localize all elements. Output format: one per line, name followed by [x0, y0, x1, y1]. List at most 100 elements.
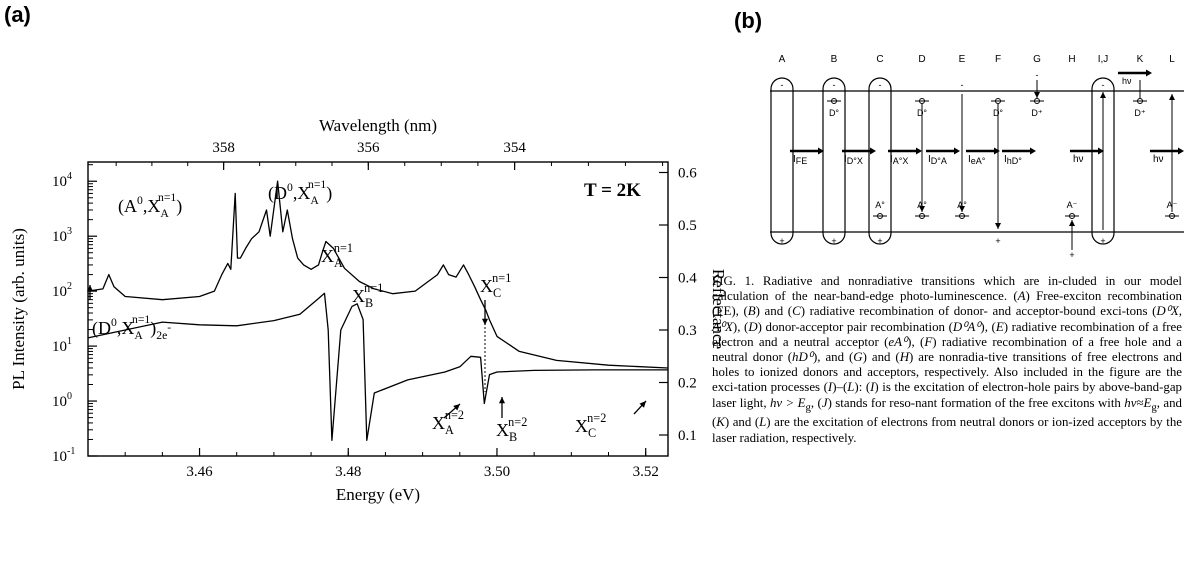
- carrier-plus-h: +: [1069, 250, 1074, 260]
- emission-arrow-hd0-head: [1030, 147, 1036, 155]
- annotation-xc1: XCn=1: [480, 271, 511, 300]
- plus-sign: +: [831, 236, 836, 246]
- label-hv-k: hν: [1122, 76, 1132, 86]
- arrow-xa2-head: [453, 404, 460, 411]
- carrier-minus-e: -: [961, 80, 964, 90]
- diagram-column-label: K: [1137, 54, 1144, 65]
- x2-axis-title: Wavelength (nm): [319, 116, 437, 135]
- x2-tick-label: 354: [503, 140, 526, 156]
- annotation-xb1: XBn=1: [352, 281, 383, 310]
- temperature-label: T = 2K: [584, 180, 641, 201]
- donor-label-f: D°: [993, 108, 1003, 118]
- y-tick-label: 104: [52, 171, 72, 190]
- transition-hd0-arrow-head: [995, 223, 1001, 229]
- donor-label-d: D°: [917, 108, 927, 118]
- y-tick-label: 101: [52, 336, 72, 355]
- acceptor-label-c: A°: [875, 200, 885, 210]
- plot-frame: [87, 161, 669, 457]
- diagram-column-label: G: [1033, 54, 1041, 65]
- reflectance-line: [87, 292, 668, 441]
- excitation-arrow-i-head: [1098, 147, 1104, 155]
- annotation-xb2: XBn=2: [496, 415, 527, 444]
- acceptor-label-d: A°: [917, 200, 927, 210]
- y2-tick-label: 0.5: [678, 218, 697, 234]
- label-id0a: ID°A: [928, 154, 947, 166]
- acceptor-label-h: A⁻: [1067, 200, 1078, 210]
- exciton-pill-a: [770, 77, 794, 245]
- y2-tick-label: 0.6: [678, 166, 697, 182]
- diagram-column-label: A: [779, 54, 786, 65]
- donor-label-b: D°: [829, 108, 839, 118]
- y-tick-label: 103: [52, 226, 72, 245]
- plus-sign: +: [1100, 236, 1105, 246]
- y2-tick-label: 0.1: [678, 428, 697, 444]
- exciton-pill-c: [868, 77, 892, 245]
- donor-label-k: D⁺: [1134, 108, 1145, 118]
- minus-sign: -: [879, 80, 882, 90]
- diagram-column-label: E: [959, 54, 966, 65]
- minus-sign: -: [781, 80, 784, 90]
- diagram-column-label: C: [876, 54, 883, 65]
- label-ihd0: IhD°: [1004, 154, 1022, 166]
- annotation-a0xa: (A0,XAn=1): [118, 191, 182, 220]
- acceptor-level-e: [959, 213, 965, 219]
- acceptor-label-l: A⁻: [1167, 200, 1178, 210]
- y-tick-label: 102: [52, 281, 72, 300]
- excitation-arrow-l-head: [1178, 147, 1184, 155]
- label-ife: IFE: [793, 154, 807, 166]
- y2-axis-title: Reflectance: [709, 269, 728, 349]
- y-axis-title: PL Intensity (arb. units): [9, 228, 28, 390]
- annotation-d0xa-2e: (D0,XAn=1)2e-: [92, 313, 171, 342]
- x2-tick-label: 358: [212, 140, 235, 156]
- acceptor-level-d: [919, 213, 925, 219]
- label-iea0: IeA°: [968, 154, 986, 166]
- label-hv-i: hν: [1073, 154, 1084, 165]
- arrow-xb2-head: [498, 397, 506, 404]
- donor-level-b: [831, 98, 837, 104]
- x-tick-label: 3.46: [186, 464, 213, 480]
- exciton-pill-ij: [1091, 77, 1115, 245]
- emission-arrow-a0x-head: [916, 147, 922, 155]
- label-hv-l: hν: [1153, 154, 1164, 165]
- transition-ea0-arrow-head: [959, 206, 965, 212]
- pl-reflectance-chart: 3.46 3.48 3.50 3.52 10-1 100 101 102 103 104 0.1 0.…: [9, 116, 728, 504]
- transition-ij-arrow-head: [1100, 92, 1106, 98]
- y2-tick-label: 0.4: [678, 271, 697, 287]
- diagram-column-label: F: [995, 54, 1001, 65]
- excitation-arrow-k-head: [1146, 69, 1152, 77]
- acceptor-level-l: [1169, 213, 1175, 219]
- label-ia0x: IA°X: [890, 154, 908, 166]
- carrier-plus-f: +: [995, 236, 1000, 246]
- emission-arrow-d0x-head: [870, 147, 876, 155]
- annotation-xc2: XCn=2: [575, 411, 606, 440]
- annotation-d0xa: (D0,XAn=1): [268, 178, 332, 207]
- label-id0x: ID°X: [844, 154, 863, 166]
- minus-sign: -: [833, 80, 836, 90]
- panel-label-b: (b): [734, 8, 763, 33]
- figure-caption: FIG. 1. Radiative and nonradiative trans…: [712, 274, 1183, 445]
- acceptor-level-c: [877, 213, 883, 219]
- emission-arrow-d0a-head: [954, 147, 960, 155]
- diagram-column-label: L: [1169, 54, 1175, 65]
- y-tick-label: 100: [52, 391, 72, 410]
- annotation-xa1: XAn=1: [321, 241, 353, 270]
- carrier-minus-g: -: [1036, 70, 1039, 80]
- plus-sign: +: [877, 236, 882, 246]
- donor-level-k: [1137, 98, 1143, 104]
- transition-g-arrow-head: [1034, 92, 1040, 98]
- donor-level-g: [1034, 98, 1040, 104]
- exciton-pill-b: [822, 77, 846, 245]
- transition-h-arrow-head: [1069, 220, 1075, 226]
- y-tick-label: 10-1: [52, 446, 75, 465]
- diagram-column-label: I,J: [1098, 54, 1109, 65]
- panel-label-a: (a): [4, 2, 31, 27]
- donor-level-f: [995, 98, 1001, 104]
- pl-spectrum-line: [87, 180, 669, 369]
- plus-sign: +: [779, 236, 784, 246]
- arrow-xc1-head: [481, 318, 489, 325]
- donor-level-d: [919, 98, 925, 104]
- emission-arrow-fe-head: [818, 147, 824, 155]
- emission-arrow-ea0-head: [994, 147, 1000, 155]
- arrow-d0xa-2e-head: [86, 285, 94, 292]
- acceptor-label-e: A°: [957, 200, 967, 210]
